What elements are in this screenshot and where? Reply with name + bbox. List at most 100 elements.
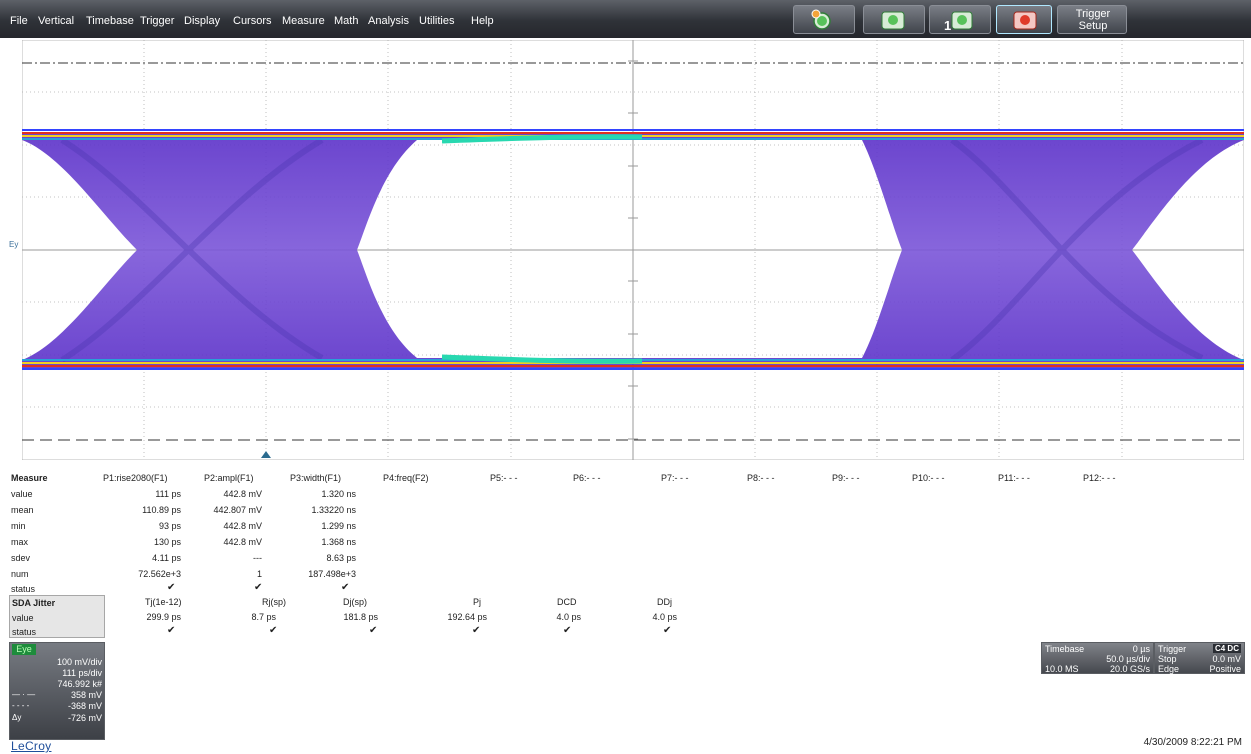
p2-max: 442.8 mV [223, 537, 262, 547]
cursor1-style-icon: — · — [12, 690, 36, 699]
sda-param-dcd: DCD [557, 597, 577, 607]
p3-max: 1.368 ns [321, 537, 356, 547]
eye-tag: Eye [12, 644, 36, 655]
param-p9[interactable]: P9:- - - [832, 473, 860, 483]
eye-persistence [22, 132, 1244, 370]
auto-setup-icon [811, 9, 831, 30]
p3-min: 1.299 ns [321, 521, 356, 531]
stop-trigger-button[interactable] [996, 5, 1052, 34]
auto-setup-button[interactable] [793, 5, 855, 34]
p1-num: 72.562e+3 [138, 569, 181, 579]
p1-mean: 110.89 ps [142, 505, 181, 515]
lecroy-logo: LeCroy [11, 739, 52, 753]
row-label-mean: mean [11, 505, 34, 515]
param-p3[interactable]: P3:width(F1) [290, 473, 342, 483]
menu-timebase[interactable]: Timebase [86, 15, 134, 27]
menu-cursors[interactable]: Cursors [233, 15, 272, 27]
sda-row-label-value: value [12, 613, 34, 623]
sda-tj-value: 299.9 ps [146, 612, 181, 622]
single-trigger-button[interactable]: 1 [929, 5, 991, 34]
param-p8[interactable]: P8:- - - [747, 473, 775, 483]
sda-param-dj: Dj(sp) [343, 597, 367, 607]
row-label-min: min [11, 521, 26, 531]
waveform-grid [22, 40, 1244, 460]
svg-text:1: 1 [944, 18, 951, 33]
menu-display[interactable]: Display [184, 15, 221, 27]
timebase-memory: 10.0 MS [1045, 664, 1079, 674]
eye-cursor1: 358 mV [70, 690, 102, 700]
sda-dj-value: 181.8 ps [343, 612, 378, 622]
p2-mean: 442.807 mV [213, 505, 262, 515]
menu-vertical[interactable]: Vertical [38, 15, 75, 27]
sda-param-pj: Pj [473, 597, 482, 607]
p3-mean: 1.33220 ns [311, 505, 356, 515]
eye-hdiv: 111 ps/div [62, 668, 102, 678]
sda-dcd-value: 4.0 ps [556, 612, 581, 622]
trigger-setup-button[interactable]: Trigger Setup [1057, 5, 1127, 34]
menu-help[interactable]: Help [471, 15, 494, 27]
sda-param-tj: Tj(1e-12) [145, 597, 182, 607]
p3-status-check: ✔ [341, 582, 350, 593]
param-p10[interactable]: P10:- - - [912, 473, 945, 483]
param-p4[interactable]: P4:freq(F2) [383, 473, 429, 483]
p1-sdev: 4.11 ps [152, 553, 181, 563]
sda-jitter-box[interactable]: SDA Jitter value status [9, 595, 105, 638]
trigger-type: Edge [1158, 664, 1180, 674]
trigger-label: Trigger [1158, 644, 1187, 654]
normal-trigger-button[interactable] [863, 5, 925, 34]
sda-pj-status-check: ✔ [472, 625, 481, 636]
row-label-sdev: sdev [11, 553, 31, 563]
menu-analysis[interactable]: Analysis [368, 15, 409, 27]
param-p11[interactable]: P11:- - - [998, 473, 1030, 483]
single-trigger-icon: 1 [944, 11, 973, 33]
trigger-slope: Positive [1209, 664, 1241, 674]
param-p5[interactable]: P5:- - - [490, 473, 518, 483]
eye-count: 746.992 k# [57, 679, 102, 689]
trigger-mode: Stop [1158, 654, 1177, 664]
menu-measure[interactable]: Measure [282, 15, 325, 27]
timebase-delay: 0 µs [1132, 644, 1150, 654]
menu-utilities[interactable]: Utilities [419, 15, 455, 27]
p3-value: 1.320 ns [321, 489, 356, 499]
p2-sdev: --- [253, 553, 262, 563]
p2-status-check: ✔ [254, 582, 263, 593]
eye-trace-descriptor[interactable]: Eye 100 mV/div 111 ps/div 746.992 k# — ·… [9, 642, 105, 740]
row-label-max: max [11, 537, 29, 547]
sda-ddj-status-check: ✔ [663, 625, 672, 636]
timebase-label: Timebase [1045, 644, 1085, 654]
trigger-panel[interactable]: Trigger C4 DC Stop 0.0 mV Edge Positive [1154, 642, 1245, 674]
sda-param-rj: Rj(sp) [262, 597, 286, 607]
param-p1[interactable]: P1:rise2080(F1) [103, 473, 168, 483]
cursor2-style-icon: - - - - [12, 701, 30, 710]
sda-dj-status-check: ✔ [369, 625, 378, 636]
param-p12[interactable]: P12:- - - [1083, 473, 1116, 483]
timebase-per-div: 50.0 µs/div [1106, 654, 1150, 664]
menu-math[interactable]: Math [334, 15, 359, 27]
p2-num: 1 [256, 569, 262, 579]
sda-ddj-value: 4.0 ps [652, 612, 677, 622]
param-p2[interactable]: P2:ampl(F1) [204, 473, 254, 483]
menu-trigger[interactable]: Trigger [140, 15, 175, 27]
eye-delta-label: Δy [12, 713, 22, 722]
param-p7[interactable]: P7:- - - [661, 473, 689, 483]
row-label-status: status [11, 584, 36, 594]
normal-trigger-icon [881, 11, 905, 30]
trigger-position-marker [261, 451, 271, 458]
trigger-level: 0.0 mV [1212, 654, 1241, 664]
trigger-source-badge: C4 DC [1212, 644, 1241, 653]
sda-rj-status-check: ✔ [269, 625, 278, 636]
measure-header: Measure [11, 473, 48, 483]
param-p6[interactable]: P6:- - - [573, 473, 601, 483]
sda-rj-value: 8.7 ps [251, 612, 276, 622]
timebase-rate: 20.0 GS/s [1109, 664, 1150, 674]
timestamp: 4/30/2009 8:22:21 PM [1143, 737, 1242, 748]
p1-value: 111 ps [155, 489, 181, 499]
row-label-num: num [11, 569, 29, 579]
timebase-panel[interactable]: Timebase 0 µs 50.0 µs/div 10.0 MS 20.0 G… [1041, 642, 1154, 674]
p1-max: 130 ps [153, 537, 181, 547]
trace-label: Ey [9, 240, 19, 249]
p2-value: 442.8 mV [223, 489, 262, 499]
menu-file[interactable]: File [10, 15, 28, 27]
sda-row-label-status: status [12, 627, 37, 637]
menu-bar: File Vertical Timebase Trigger Display C… [0, 0, 1251, 38]
